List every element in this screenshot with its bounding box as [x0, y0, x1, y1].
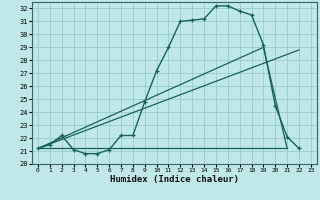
X-axis label: Humidex (Indice chaleur): Humidex (Indice chaleur) — [110, 175, 239, 184]
